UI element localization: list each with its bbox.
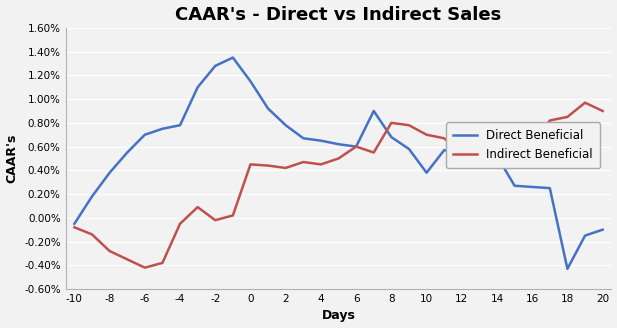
Indirect Beneficial xyxy=(599,109,607,113)
Indirect Beneficial xyxy=(529,145,536,149)
Line: Indirect Beneficial: Indirect Beneficial xyxy=(75,103,603,268)
Direct Beneficial xyxy=(194,85,201,89)
Line: Direct Beneficial: Direct Beneficial xyxy=(75,57,603,269)
Indirect Beneficial xyxy=(423,133,430,137)
Direct Beneficial xyxy=(335,142,342,146)
Direct Beneficial xyxy=(370,109,378,113)
Direct Beneficial xyxy=(229,55,236,59)
Indirect Beneficial xyxy=(581,101,589,105)
Direct Beneficial xyxy=(71,222,78,226)
Direct Beneficial xyxy=(176,123,184,127)
Indirect Beneficial xyxy=(265,164,272,168)
Direct Beneficial xyxy=(387,135,395,139)
Direct Beneficial xyxy=(88,195,96,198)
Indirect Beneficial xyxy=(212,218,219,222)
Direct Beneficial xyxy=(352,145,360,149)
Direct Beneficial xyxy=(564,267,571,271)
Direct Beneficial xyxy=(599,228,607,232)
Direct Beneficial xyxy=(493,154,500,158)
Indirect Beneficial xyxy=(387,121,395,125)
Direct Beneficial xyxy=(123,151,131,154)
Indirect Beneficial xyxy=(176,222,184,226)
Indirect Beneficial xyxy=(88,233,96,236)
Direct Beneficial xyxy=(247,79,254,83)
Indirect Beneficial xyxy=(141,266,149,270)
Direct Beneficial xyxy=(511,184,518,188)
Direct Beneficial xyxy=(141,133,149,137)
Direct Beneficial xyxy=(317,139,325,143)
Y-axis label: CAAR's: CAAR's xyxy=(6,134,19,183)
X-axis label: Days: Days xyxy=(321,309,355,322)
Indirect Beneficial xyxy=(564,115,571,119)
Direct Beneficial xyxy=(282,123,289,127)
Indirect Beneficial xyxy=(71,225,78,229)
Direct Beneficial xyxy=(212,64,219,68)
Indirect Beneficial xyxy=(159,261,166,265)
Direct Beneficial xyxy=(441,148,448,152)
Direct Beneficial xyxy=(106,171,114,175)
Direct Beneficial xyxy=(581,234,589,237)
Direct Beneficial xyxy=(458,151,465,154)
Direct Beneficial xyxy=(300,136,307,140)
Direct Beneficial xyxy=(476,149,483,153)
Indirect Beneficial xyxy=(317,162,325,166)
Indirect Beneficial xyxy=(370,151,378,154)
Indirect Beneficial xyxy=(123,257,131,261)
Indirect Beneficial xyxy=(300,160,307,164)
Indirect Beneficial xyxy=(441,136,448,140)
Indirect Beneficial xyxy=(247,162,254,166)
Indirect Beneficial xyxy=(511,151,518,154)
Direct Beneficial xyxy=(546,186,553,190)
Indirect Beneficial xyxy=(458,151,465,154)
Direct Beneficial xyxy=(423,171,430,175)
Indirect Beneficial xyxy=(476,154,483,158)
Indirect Beneficial xyxy=(229,214,236,217)
Indirect Beneficial xyxy=(405,123,413,127)
Indirect Beneficial xyxy=(194,205,201,209)
Direct Beneficial xyxy=(159,127,166,131)
Indirect Beneficial xyxy=(106,249,114,253)
Indirect Beneficial xyxy=(335,156,342,160)
Indirect Beneficial xyxy=(352,145,360,149)
Legend: Direct Beneficial, Indirect Beneficial: Direct Beneficial, Indirect Beneficial xyxy=(446,122,600,169)
Indirect Beneficial xyxy=(282,166,289,170)
Direct Beneficial xyxy=(265,107,272,111)
Indirect Beneficial xyxy=(546,118,553,122)
Title: CAAR's - Direct vs Indirect Sales: CAAR's - Direct vs Indirect Sales xyxy=(175,6,502,24)
Direct Beneficial xyxy=(529,185,536,189)
Direct Beneficial xyxy=(405,147,413,151)
Indirect Beneficial xyxy=(493,154,500,158)
